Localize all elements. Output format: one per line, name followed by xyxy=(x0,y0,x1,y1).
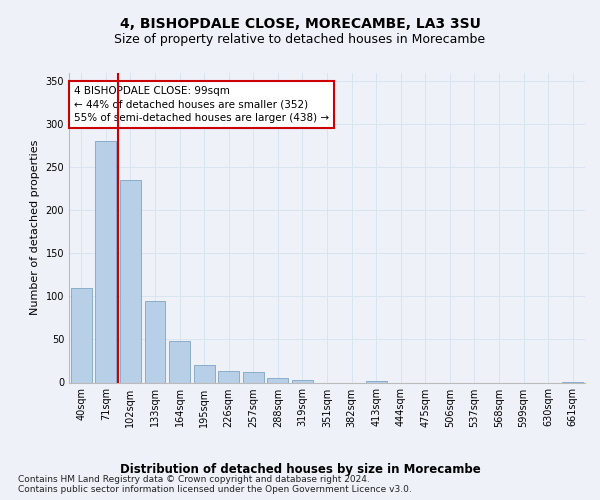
Bar xyxy=(95,142,116,382)
Text: Size of property relative to detached houses in Morecambe: Size of property relative to detached ho… xyxy=(115,32,485,46)
Text: Distribution of detached houses by size in Morecambe: Distribution of detached houses by size … xyxy=(119,462,481,475)
Bar xyxy=(218,372,239,382)
Bar xyxy=(292,380,313,382)
Bar xyxy=(169,341,190,382)
Bar xyxy=(365,381,386,382)
Bar xyxy=(120,180,141,382)
Y-axis label: Number of detached properties: Number of detached properties xyxy=(30,140,40,315)
Bar xyxy=(71,288,92,382)
Bar xyxy=(268,378,289,382)
Bar xyxy=(243,372,264,382)
Text: Contains public sector information licensed under the Open Government Licence v3: Contains public sector information licen… xyxy=(18,485,412,494)
Bar xyxy=(145,300,166,382)
Text: 4, BISHOPDALE CLOSE, MORECAMBE, LA3 3SU: 4, BISHOPDALE CLOSE, MORECAMBE, LA3 3SU xyxy=(119,18,481,32)
Bar xyxy=(194,366,215,382)
Text: 4 BISHOPDALE CLOSE: 99sqm
← 44% of detached houses are smaller (352)
55% of semi: 4 BISHOPDALE CLOSE: 99sqm ← 44% of detac… xyxy=(74,86,329,123)
Text: Contains HM Land Registry data © Crown copyright and database right 2024.: Contains HM Land Registry data © Crown c… xyxy=(18,475,370,484)
